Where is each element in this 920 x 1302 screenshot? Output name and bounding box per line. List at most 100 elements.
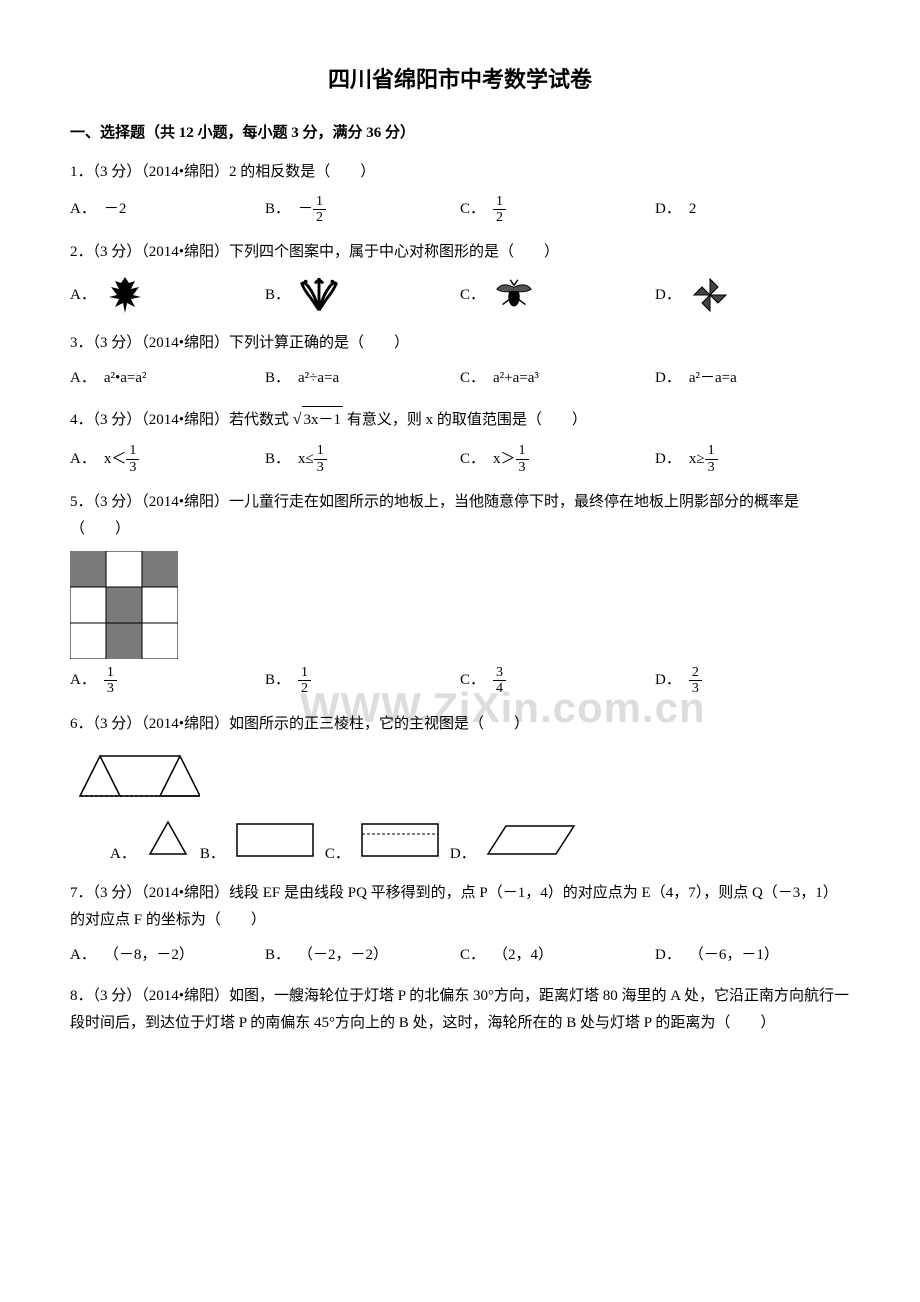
option-label: A． xyxy=(70,196,96,223)
q4-c-pre: x＞ xyxy=(493,446,516,473)
q4-options: A． x＜ 1 3 B． x≤ 1 3 C． x＞ 1 3 D． x≥ xyxy=(70,443,850,475)
option-label: C． xyxy=(325,841,350,868)
q1-options: A． －2 B． － 1 2 C． 1 2 D． 2 xyxy=(70,194,850,226)
q1-option-c: C． 1 2 xyxy=(460,194,655,226)
option-label: D． xyxy=(655,365,681,392)
q1-stem: 1．（3 分）（2014•绵阳）2 的相反数是（ ） xyxy=(70,159,850,186)
q4-stem-post: 有意义，则 x 的取值范围是（ ） xyxy=(347,412,587,428)
q7-option-a: A． （－8，－2） xyxy=(70,942,265,969)
fraction-icon: 1 3 xyxy=(705,443,718,475)
q4-stem-pre: 4．（3 分）（2014•绵阳）若代数式 xyxy=(70,412,289,428)
section-header: 一、选择题（共 12 小题，每小题 3 分，满分 36 分） xyxy=(70,120,850,147)
option-label: A． xyxy=(70,282,96,309)
option-label: B． xyxy=(265,446,290,473)
q5-option-b: B． 1 2 xyxy=(265,665,460,697)
q1-a-text: －2 xyxy=(104,196,127,223)
q7-d-text: （－6，－1） xyxy=(689,942,779,969)
option-label: A． xyxy=(70,942,96,969)
q1-option-d: D． 2 xyxy=(655,194,850,226)
rectangle-icon xyxy=(235,822,315,868)
option-label: D． xyxy=(655,446,681,473)
option-label: D． xyxy=(655,282,681,309)
option-label: C． xyxy=(460,365,485,392)
fraction-icon: 2 3 xyxy=(689,665,702,697)
page-container: WWW.ZiXin.com.cn 四川省绵阳市中考数学试卷 一、选择题（共 12… xyxy=(70,60,850,1037)
triangle-icon xyxy=(146,818,190,868)
option-label: B． xyxy=(265,667,290,694)
floor-grid-icon xyxy=(70,551,850,659)
q8-stem: 8．（3 分）（2014•绵阳）如图，一艘海轮位于灯塔 P 的北偏东 30°方向… xyxy=(70,983,850,1037)
q3-option-c: C． a²+a=a³ xyxy=(460,365,655,392)
fraction-icon: 1 3 xyxy=(516,443,529,475)
bee-icon xyxy=(493,274,535,316)
option-label: B． xyxy=(265,942,290,969)
option-label: C． xyxy=(460,196,485,223)
q7-option-b: B． （－2，－2） xyxy=(265,942,460,969)
q4-option-a: A． x＜ 1 3 xyxy=(70,443,265,475)
q2-option-d: D． xyxy=(655,274,850,316)
pinwheel-icon xyxy=(689,274,731,316)
prism-3d-icon xyxy=(70,746,850,812)
q7-b-text: （－2，－2） xyxy=(298,942,388,969)
option-label: B． xyxy=(265,282,290,309)
q5-options: A． 1 3 B． 1 2 C． 3 4 D． 2 3 xyxy=(70,665,850,697)
q3-option-b: B． a²÷a=a xyxy=(265,365,460,392)
q3-stem: 3．（3 分）（2014•绵阳）下列计算正确的是（ ） xyxy=(70,330,850,357)
option-label: B． xyxy=(200,841,225,868)
q5-option-a: A． 1 3 xyxy=(70,665,265,697)
q3-option-d: D． a²－a=a xyxy=(655,365,850,392)
q4-stem: 4．（3 分）（2014•绵阳）若代数式 √ 3x－1 有意义，则 x 的取值范… xyxy=(70,406,850,435)
q7-option-d: D． （－6，－1） xyxy=(655,942,850,969)
q3-options: A． a²•a=a² B． a²÷a=a C． a²+a=a³ D． a²－a=… xyxy=(70,365,850,392)
option-label: D． xyxy=(655,667,681,694)
option-label: C． xyxy=(460,667,485,694)
q2-option-a: A． xyxy=(70,274,265,316)
q5-option-d: D． 2 3 xyxy=(655,665,850,697)
option-label: D． xyxy=(450,841,476,868)
q7-options: A． （－8，－2） B． （－2，－2） C． （2，4） D． （－6，－1… xyxy=(70,942,850,969)
page-title: 四川省绵阳市中考数学试卷 xyxy=(70,60,850,100)
q5-option-c: C． 3 4 xyxy=(460,665,655,697)
option-label: B． xyxy=(265,365,290,392)
q4-b-pre: x≤ xyxy=(298,446,314,473)
leaf-icon xyxy=(104,274,146,316)
q2-option-b: B． xyxy=(265,274,460,316)
option-label: A． xyxy=(110,841,136,868)
option-label: A． xyxy=(70,365,96,392)
option-label: A． xyxy=(70,667,96,694)
q6-options: A． B． C． D． xyxy=(70,818,850,868)
sqrt-icon: √ 3x－1 xyxy=(293,406,343,435)
option-label: C． xyxy=(460,942,485,969)
q2-stem: 2．（3 分）（2014•绵阳）下列四个图案中，属于中心对称图形的是（ ） xyxy=(70,239,850,266)
fraction-icon: 3 4 xyxy=(493,665,506,697)
q1-d-text: 2 xyxy=(689,196,697,223)
option-label: C． xyxy=(460,282,485,309)
q1-option-a: A． －2 xyxy=(70,194,265,226)
q4-d-pre: x≥ xyxy=(689,446,705,473)
q1-option-b: B． － 1 2 xyxy=(265,194,460,226)
q3-c-text: a²+a=a³ xyxy=(493,365,539,392)
option-label: D． xyxy=(655,196,681,223)
fountain-icon xyxy=(298,274,340,316)
q7-a-text: （－8，－2） xyxy=(104,942,194,969)
parallelogram-icon xyxy=(486,822,576,868)
q3-b-text: a²÷a=a xyxy=(298,365,339,392)
option-label: A． xyxy=(70,446,96,473)
q3-a-text: a²•a=a² xyxy=(104,365,147,392)
fraction-icon: 1 3 xyxy=(104,665,117,697)
rectangle-dashed-icon xyxy=(360,822,440,868)
option-label: D． xyxy=(655,942,681,969)
q7-c-text: （2，4） xyxy=(493,942,553,969)
q7-option-c: C． （2，4） xyxy=(460,942,655,969)
fraction-icon: 1 2 xyxy=(493,194,506,226)
q7-stem: 7．（3 分）（2014•绵阳）线段 EF 是由线段 PQ 平移得到的，点 P（… xyxy=(70,880,850,934)
option-label: B． xyxy=(265,196,290,223)
q4-a-pre: x＜ xyxy=(104,446,127,473)
sqrt-body: 3x－1 xyxy=(302,406,344,434)
q5-stem: 5．（3 分）（2014•绵阳）一儿童行走在如图所示的地板上，当他随意停下时，最… xyxy=(70,489,850,543)
fraction-icon: 1 2 xyxy=(298,665,311,697)
q2-option-c: C． xyxy=(460,274,655,316)
fraction-icon: 1 3 xyxy=(314,443,327,475)
q4-option-b: B． x≤ 1 3 xyxy=(265,443,460,475)
q1-b-prefix: － xyxy=(298,196,313,223)
